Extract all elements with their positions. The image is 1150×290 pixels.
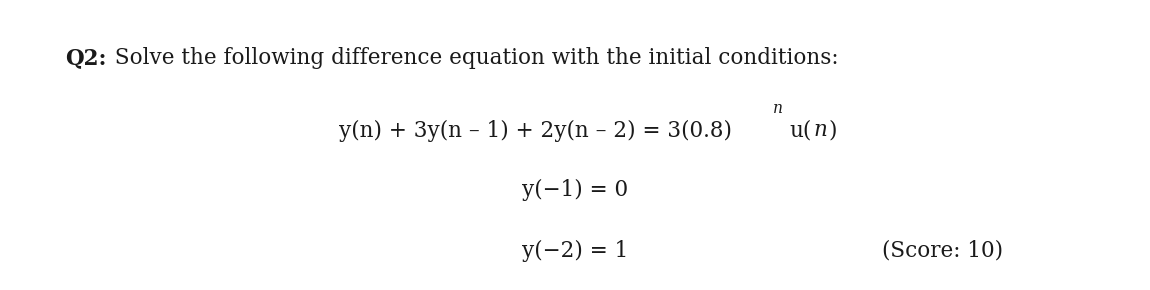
Text: u(: u( <box>789 119 811 142</box>
Text: n: n <box>814 119 828 142</box>
Text: (Score: 10): (Score: 10) <box>882 240 1004 262</box>
Text: y(−2) = 1: y(−2) = 1 <box>522 240 628 262</box>
Text: Q2:: Q2: <box>66 47 107 69</box>
Text: y(n) + 3y(n – 1) + 2y(n – 2) = 3(0.8): y(n) + 3y(n – 1) + 2y(n – 2) = 3(0.8) <box>339 119 733 142</box>
Text: ): ) <box>828 119 836 142</box>
Text: y(−1) = 0: y(−1) = 0 <box>522 179 628 201</box>
Text: Solve the following difference equation with the initial conditions:: Solve the following difference equation … <box>108 47 838 69</box>
Text: n: n <box>773 100 783 117</box>
